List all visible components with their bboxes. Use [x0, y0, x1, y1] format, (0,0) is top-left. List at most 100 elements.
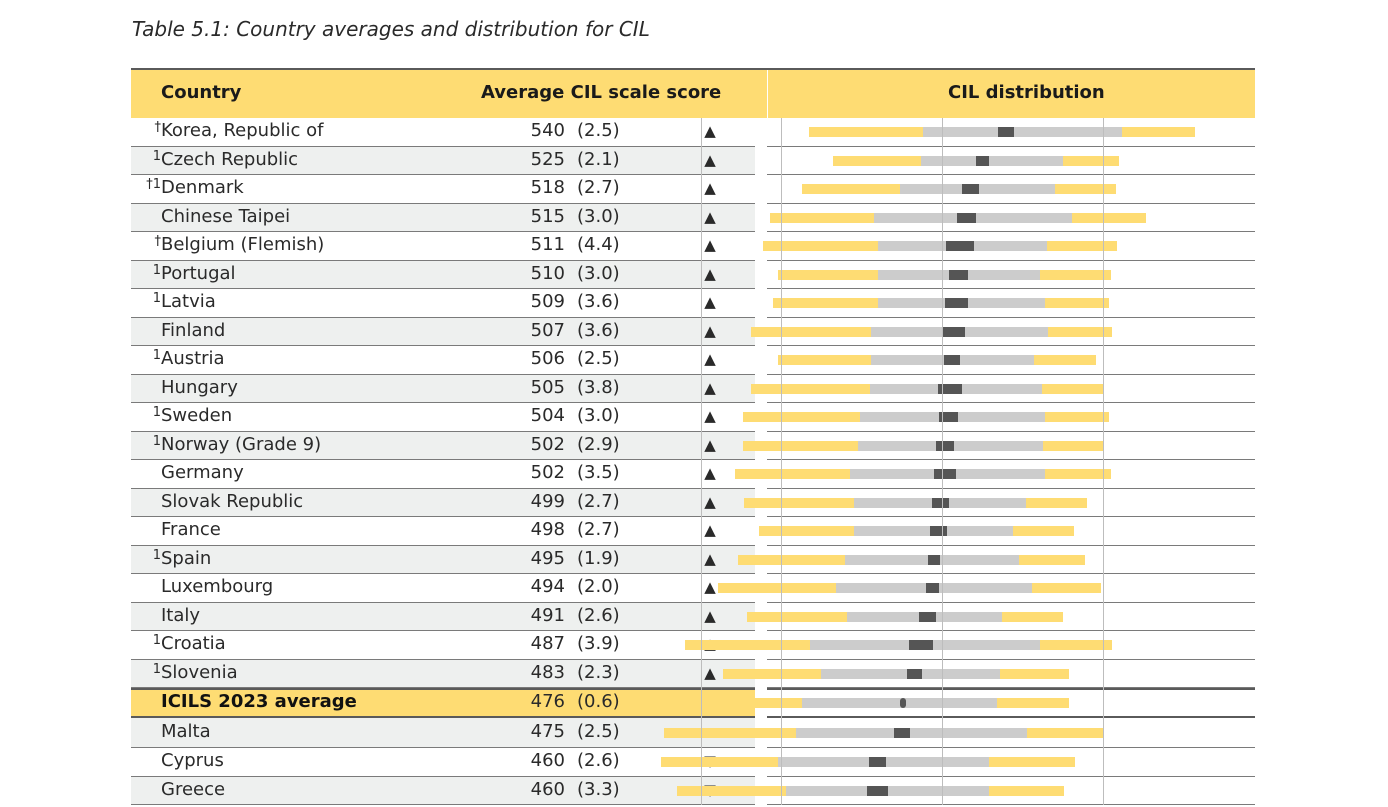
average-score: 495: [530, 547, 565, 569]
country-name: Slovenia: [161, 661, 238, 683]
percentile-5-25-bar: [718, 583, 836, 594]
table-row: Luxembourg 494 (2.0) ▲: [131, 574, 1255, 603]
row-right-band: [767, 489, 1255, 517]
country-name: Sweden: [161, 405, 233, 427]
average-score: 483: [530, 661, 565, 683]
percentile-5-25-bar: [777, 269, 878, 280]
country-name: Spain: [161, 547, 212, 569]
percentile-75-95-bar: [1041, 383, 1103, 394]
mean-confidence-interval: [941, 326, 965, 337]
scale-reference-line: [1102, 118, 1104, 805]
percentile-5-25-bar: [808, 127, 923, 138]
standard-error: (2.1): [577, 148, 620, 170]
average-score: 491: [530, 604, 565, 626]
percentile-75-95-bar: [1072, 212, 1147, 223]
row-left-band: [131, 688, 755, 718]
country-name: Cyprus: [161, 750, 224, 772]
row-right-band: [767, 748, 1255, 777]
country-name: Italy: [161, 604, 201, 626]
row-left-band: [131, 460, 755, 489]
row-left-band: [131, 175, 755, 204]
country-name: Denmark: [161, 177, 244, 199]
row-left-band: [131, 602, 755, 631]
standard-error: (3.0): [577, 205, 620, 227]
mean-confidence-interval: [998, 127, 1015, 138]
table-row: 1 Sweden 504 (3.0) ▲: [131, 403, 1255, 432]
row-left-band: [131, 574, 755, 603]
mean-confidence-interval: [869, 757, 886, 768]
percentile-75-95-bar: [1012, 526, 1074, 537]
row-right-band: [767, 660, 1255, 688]
table-row: Slovak Republic 499 (2.7) ▲: [131, 488, 1255, 517]
mean-confidence-interval: [962, 184, 980, 195]
mean-confidence-interval: [919, 611, 936, 622]
row-left-band: [131, 118, 755, 147]
row-right-band: [767, 318, 1255, 346]
trend-indicator: ▲: [704, 549, 716, 568]
row-right-band: [767, 175, 1255, 204]
standard-error: (2.7): [577, 177, 620, 199]
average-score: 498: [530, 519, 565, 541]
row-right-band: [767, 777, 1255, 805]
percentile-5-25-bar: [742, 440, 859, 451]
table-row: 1 Norway (Grade 9) 502 (2.9) ▲: [131, 431, 1255, 460]
percentile-75-95-bar: [996, 698, 1070, 708]
percentile-75-95-bar: [1025, 497, 1087, 508]
mean-confidence-interval: [926, 583, 939, 594]
country-name: Slovak Republic: [161, 490, 304, 512]
mean-confidence-interval: [975, 155, 989, 166]
country-name: Croatia: [161, 633, 226, 655]
footnote-mark: †: [154, 120, 162, 136]
footnote-mark: †: [154, 234, 162, 250]
mean-confidence-interval: [867, 785, 889, 796]
standard-error: (3.3): [577, 778, 620, 800]
percentile-5-25-bar: [777, 355, 872, 366]
percentile-75-95-bar: [999, 668, 1070, 679]
percentile-75-95-bar: [1027, 728, 1105, 738]
average-score: 510: [530, 262, 565, 284]
row-right-band: [767, 204, 1255, 232]
footnote-mark: 1: [152, 348, 161, 364]
row-right-band: [767, 118, 1255, 147]
footnote-mark: 1: [152, 291, 161, 307]
percentile-75-95-bar: [1044, 412, 1110, 423]
percentile-5-25-bar: [744, 497, 854, 508]
standard-error: (3.9): [577, 633, 620, 655]
table-row: 1 Spain 495 (1.9) ▲: [131, 545, 1255, 574]
percentile-75-95-bar: [1044, 469, 1111, 480]
row-left-band: [131, 260, 755, 289]
mean-confidence-interval: [938, 412, 958, 423]
standard-error: (2.7): [577, 490, 620, 512]
average-score: 460: [530, 778, 565, 800]
percentile-5-25-bar: [747, 611, 848, 622]
percentile-5-25-bar: [750, 326, 872, 337]
percentile-75-95-bar: [1032, 583, 1102, 594]
percentile-5-25-bar: [750, 383, 870, 394]
percentile-5-25-bar: [773, 298, 878, 309]
percentile-75-95-bar: [1122, 127, 1195, 138]
table-row: †1 Denmark 518 (2.7) ▲: [131, 175, 1255, 204]
row-left-band: [131, 776, 755, 805]
row-left-band: [131, 232, 755, 261]
distribution-column-header: CIL distribution: [948, 82, 1105, 103]
average-score: 499: [530, 490, 565, 512]
footnote-mark: †1: [146, 177, 161, 193]
standard-error: (0.6): [577, 691, 620, 712]
trend-indicator: ▲: [704, 150, 716, 169]
country-name: Hungary: [161, 376, 238, 398]
table-row: Germany 502 (3.5) ▲: [131, 460, 1255, 489]
mean-confidence-interval: [936, 440, 955, 451]
table-row: Chinese Taipei 515 (3.0) ▲: [131, 203, 1255, 232]
country-name: Germany: [161, 462, 244, 484]
average-row: ICILS 2023 average 476 (0.6): [131, 688, 1255, 718]
percentile-75-95-bar: [1040, 269, 1111, 280]
row-left-band: [131, 431, 755, 460]
row-left-band: [131, 374, 755, 403]
standard-error: (2.6): [577, 604, 620, 626]
percentile-5-25-bar: [663, 728, 796, 738]
country-name: ICILS 2023 average: [161, 691, 357, 712]
trend-indicator: ▲: [704, 264, 716, 283]
row-left-band: [131, 545, 755, 574]
standard-error: (3.6): [577, 291, 620, 313]
row-left-band: [131, 203, 755, 232]
